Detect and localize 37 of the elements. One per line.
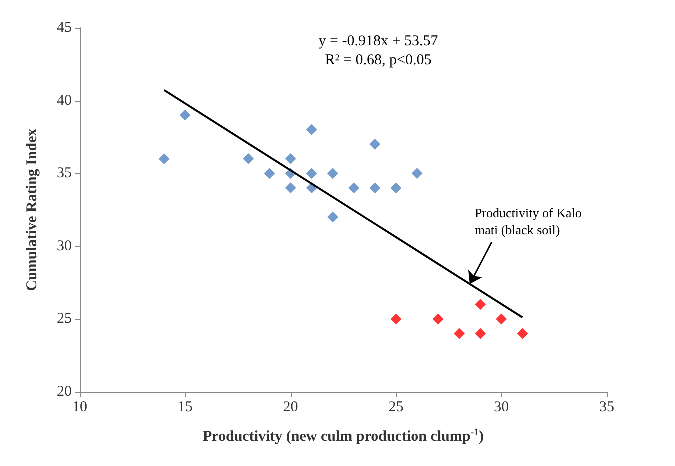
y-tick-label: 35: [57, 166, 72, 182]
point: [306, 124, 318, 136]
point: [285, 154, 296, 165]
x-tick-label: 15: [178, 400, 193, 416]
point: [370, 138, 381, 150]
point: [306, 168, 318, 180]
x-tick-label: 10: [72, 400, 88, 416]
point: [370, 182, 381, 194]
y-tick-label: 30: [57, 238, 72, 254]
annotation: y = -0.918x + 53.57 R² = 0.68, p<0.05: [318, 34, 439, 68]
point: [412, 168, 423, 180]
point: [454, 328, 465, 340]
x-tick-label: 25: [388, 400, 404, 416]
point: [180, 110, 191, 121]
x-tick-label: 20: [283, 400, 298, 416]
point: [390, 314, 402, 325]
point: [158, 154, 170, 165]
y-tick-label: 40: [57, 92, 72, 109]
point: [390, 182, 402, 194]
point: [475, 328, 486, 340]
y-tick-label: 45: [57, 20, 72, 36]
y-tick-label: 20: [57, 384, 72, 400]
annotation: Productivity of Kalo mati (black soil): [474, 205, 582, 238]
point: [475, 299, 486, 310]
point: [432, 314, 444, 325]
y-tick-label: 25: [57, 311, 72, 328]
point: [327, 212, 338, 223]
y-axis-title: Cumulative Rating Index: [24, 128, 40, 292]
point: [327, 168, 338, 180]
x-tick-label: 35: [600, 400, 614, 416]
x-tick-label: 30: [494, 400, 510, 416]
point: [243, 154, 254, 165]
point: [496, 314, 508, 325]
point: [285, 182, 296, 194]
point: [517, 328, 528, 340]
point: [348, 182, 360, 194]
point: [264, 168, 276, 180]
